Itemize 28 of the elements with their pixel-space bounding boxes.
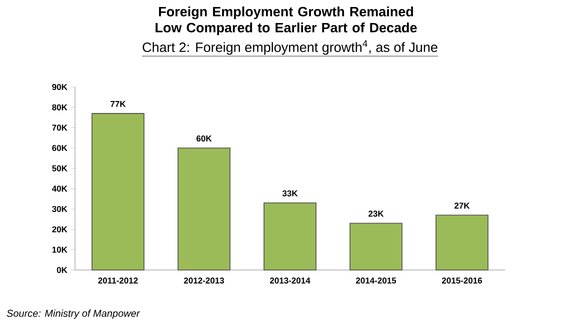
bar [350, 222, 402, 270]
y-tick-label: 80K [52, 104, 68, 110]
chart-title: Foreign Employment Growth Remained Low Compared to Earlier Part of Decade [156, 6, 417, 36]
chart-subtitle: Chart 2: Foreign employment growth$^{4}$, as of June [142, 40, 438, 55]
data-label: 77K [110, 101, 126, 107]
y-tick-label: 40K [52, 186, 68, 192]
bar [436, 214, 488, 270]
bar [264, 202, 316, 270]
x-tick-label: 2013-2014 [270, 278, 310, 284]
y-tick-label: 90K [52, 84, 68, 90]
y-tick-label: 70K [52, 124, 68, 131]
y-tick-label: 10K [52, 246, 68, 253]
x-tick-label: 2011-2012 [98, 278, 138, 284]
y-tick-label: 50K [52, 165, 68, 172]
data-label: 27K [454, 202, 470, 209]
x-tick-label: 2014-2015 [356, 278, 396, 284]
data-label: 23K [368, 210, 384, 217]
y-tick-label: 0K [56, 266, 68, 274]
data-label: 33K [282, 190, 298, 196]
y-tick-label: 60K [52, 145, 68, 152]
bar [178, 148, 230, 270]
data-label: 60K [196, 135, 212, 142]
source-note: Source: Ministry of Manpower [6, 310, 140, 319]
x-tick-label: 2015-2016 [442, 278, 482, 284]
y-tick-label: 20K [52, 226, 68, 232]
x-tick-label: 2012-2013 [184, 278, 224, 284]
y-tick-label: 30K [52, 206, 68, 212]
bar [92, 113, 144, 270]
